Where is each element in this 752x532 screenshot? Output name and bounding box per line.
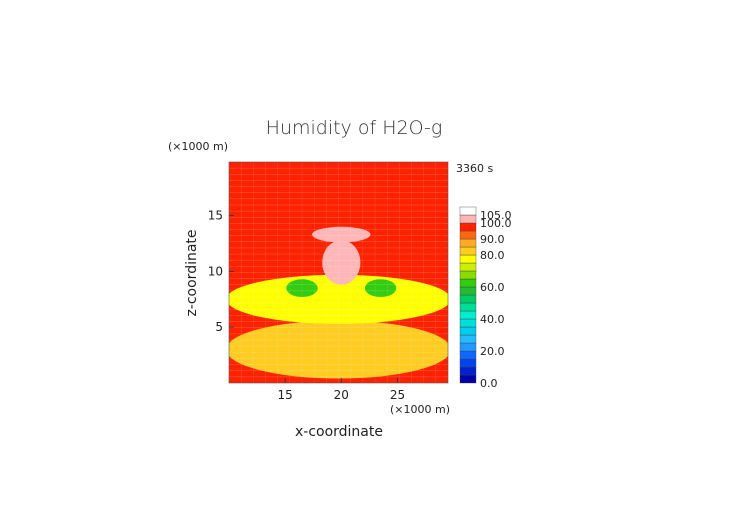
grid-lines bbox=[229, 162, 448, 383]
x-axis-unit: (×1000 m) bbox=[390, 403, 450, 416]
colorbar-swatch bbox=[459, 238, 477, 248]
colorbar-label: 90.0 bbox=[480, 233, 505, 246]
colorbar-label: 100.0 bbox=[480, 217, 512, 230]
colorbar-label: 0.0 bbox=[480, 377, 498, 390]
region-lower-layer bbox=[229, 320, 448, 379]
y-axis-unit: (×1000 m) bbox=[168, 140, 228, 153]
colorbar-swatch bbox=[459, 334, 477, 344]
colorbar-label: 20.0 bbox=[480, 345, 505, 358]
y-tick-label: 15 bbox=[208, 209, 223, 223]
colorbar-swatch bbox=[459, 262, 477, 272]
colorbar-label: 60.0 bbox=[480, 281, 505, 294]
colorbar-swatch bbox=[459, 350, 477, 360]
colorbar-label: 40.0 bbox=[480, 313, 505, 326]
region-dry-pocket-right bbox=[364, 279, 397, 298]
colorbar-swatch bbox=[459, 206, 477, 216]
x-axis-title: x-coordinate bbox=[295, 424, 383, 440]
y-tick-label: 5 bbox=[215, 320, 223, 334]
x-tick-label: 15 bbox=[278, 388, 293, 402]
colorbar-swatch bbox=[459, 214, 477, 224]
region-saturated-plume-top bbox=[312, 226, 371, 243]
y-ticks: 5 10 15 bbox=[208, 209, 234, 334]
colorbar-label: 80.0 bbox=[480, 249, 505, 262]
colorbar-swatch bbox=[459, 294, 477, 304]
region-dry-pocket-left bbox=[286, 279, 318, 298]
y-tick-label: 10 bbox=[208, 264, 223, 278]
colorbar-swatch bbox=[459, 342, 477, 352]
colorbar-swatch bbox=[459, 246, 477, 256]
colorbar-swatch bbox=[459, 302, 477, 312]
colorbar-swatch bbox=[459, 230, 477, 240]
colorbar-swatch bbox=[459, 374, 477, 384]
plot-area bbox=[228, 161, 449, 384]
colorbar-swatch bbox=[459, 254, 477, 264]
colorbar-swatch bbox=[459, 358, 477, 368]
colorbar-swatch bbox=[459, 270, 477, 280]
colorbar-swatch bbox=[459, 318, 477, 328]
colorbar-swatch bbox=[459, 286, 477, 296]
chart-title: Humidity of H2O-g bbox=[266, 117, 443, 139]
x-ticks: 15 20 25 bbox=[278, 378, 405, 402]
region-saturated-plume-core bbox=[322, 240, 361, 285]
time-label: 3360 s bbox=[456, 162, 493, 175]
x-tick-label: 20 bbox=[334, 388, 349, 402]
colorbar-label: 105.0 bbox=[480, 209, 512, 222]
colorbar-swatch bbox=[459, 222, 477, 232]
plot-frame bbox=[228, 161, 449, 384]
colorbar-swatch bbox=[459, 310, 477, 320]
x-tick-label: 25 bbox=[390, 388, 405, 402]
y-axis-title: z-coordinate bbox=[184, 229, 200, 316]
colorbar-swatch bbox=[459, 326, 477, 336]
colorbar-swatch bbox=[459, 366, 477, 376]
colorbar-swatch bbox=[459, 278, 477, 288]
